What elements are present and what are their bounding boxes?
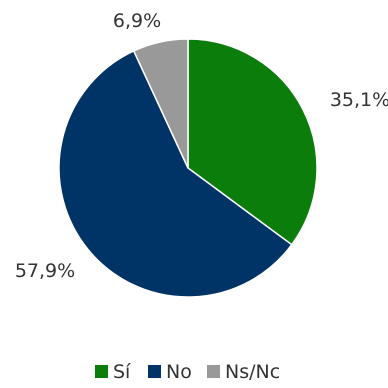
pie-slices <box>58 38 318 298</box>
data-label-1: 35,1% <box>330 89 388 111</box>
legend-swatch-3 <box>207 365 220 378</box>
legend: Sí No Ns/Nc <box>95 361 280 383</box>
data-label-3: 6,9% <box>113 10 161 32</box>
data-labels: 35,1% 57,9% 6,9% <box>15 10 388 282</box>
legend-label-3: Ns/Nc <box>225 361 280 383</box>
pie-slice-2 <box>58 49 293 298</box>
legend-swatch-1 <box>95 365 108 378</box>
pie-slice-3 <box>132 38 189 169</box>
data-label-2: 57,9% <box>15 260 75 282</box>
pie-slice-1 <box>187 38 318 246</box>
legend-swatch-2 <box>148 365 161 378</box>
legend-label-1: Sí <box>113 361 131 383</box>
legend-label-2: No <box>166 361 192 383</box>
